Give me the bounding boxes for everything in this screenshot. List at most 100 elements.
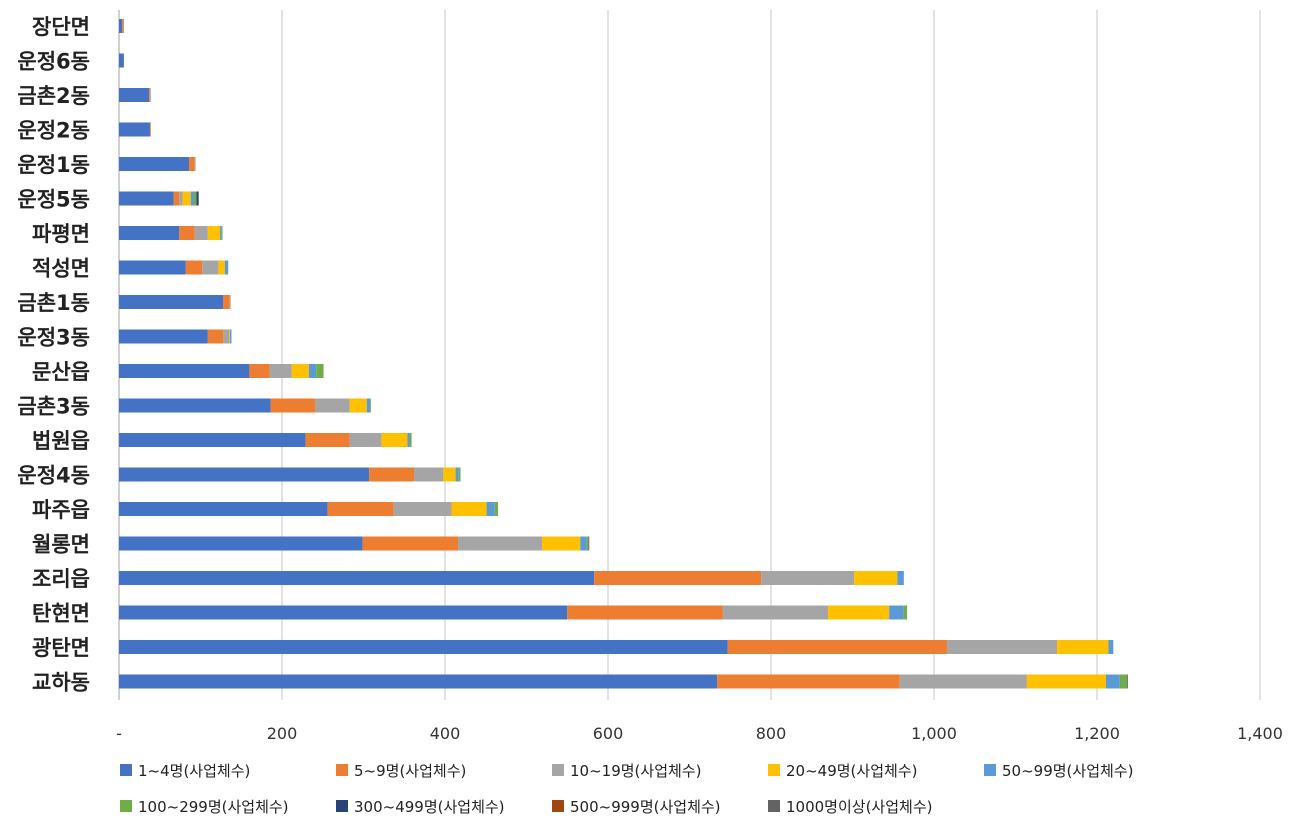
bar-segment	[179, 226, 195, 240]
x-tick-label: 800	[756, 724, 787, 743]
category-label: 적성면	[32, 257, 90, 281]
legend-swatch	[552, 800, 564, 812]
bar-segment	[119, 122, 150, 137]
bar-segment	[119, 398, 271, 413]
bar-segment	[1108, 640, 1114, 654]
bar-segment	[119, 364, 250, 378]
bar-segment	[149, 88, 151, 102]
category-label: 월롱면	[32, 533, 90, 557]
bar-segment	[414, 467, 444, 482]
x-tick-label: 1,000	[911, 724, 957, 743]
bar-segment	[119, 226, 180, 240]
bar-segment	[717, 674, 900, 689]
category-label: 운정5동	[17, 188, 90, 212]
bar-segment	[119, 433, 306, 447]
bar-segment	[185, 260, 203, 275]
legend-swatch	[552, 764, 564, 776]
bar-segment	[541, 536, 581, 551]
x-tick-label: 1,200	[1074, 724, 1120, 743]
bar-segment	[947, 640, 1058, 654]
bar-segment	[224, 260, 229, 275]
bar-segment	[223, 295, 230, 309]
category-label: 문산읍	[32, 360, 90, 384]
bar-segment	[1057, 640, 1109, 654]
bar-segment	[119, 571, 595, 585]
category-label: 파주읍	[32, 498, 90, 522]
bar-segment	[119, 536, 363, 551]
bar-segment	[119, 53, 124, 68]
bar-segment	[362, 536, 459, 551]
bar-segment	[270, 398, 316, 413]
bar-segment	[889, 605, 904, 620]
category-label: 운정2동	[17, 119, 90, 143]
legend-swatch	[120, 800, 132, 812]
category-label: 운정4동	[17, 464, 90, 488]
bar-segment	[458, 536, 542, 551]
bar-segment	[1127, 674, 1128, 689]
bar-segment	[308, 364, 317, 378]
legend-label: 500~999명(사업체수)	[570, 798, 721, 816]
legend-swatch	[984, 764, 996, 776]
bar-segment	[119, 640, 728, 654]
bar-segment	[828, 605, 890, 620]
bar-segment	[903, 605, 908, 620]
x-tick-label: 200	[267, 724, 298, 743]
bar-segment	[407, 433, 410, 447]
bar-segment	[567, 605, 723, 620]
category-label: 운정6동	[17, 50, 90, 74]
bar-segment	[727, 640, 948, 654]
legend-swatch	[336, 764, 348, 776]
bar-segment	[119, 674, 718, 689]
category-label: 교하동	[32, 671, 90, 695]
bar-segment	[291, 364, 309, 378]
category-label: 운정3동	[17, 326, 90, 350]
bar-segment	[119, 19, 123, 33]
bar-segment	[315, 398, 350, 413]
bar-segment	[269, 364, 292, 378]
bar-segment	[119, 502, 328, 516]
bar-segment	[369, 467, 415, 482]
bar-segment	[722, 605, 829, 620]
bar-segment	[207, 226, 221, 240]
bar-segment	[119, 605, 568, 620]
bar-segment	[229, 295, 231, 309]
bar-segment	[207, 329, 224, 344]
bar-segment	[182, 191, 191, 206]
bar-segment	[202, 260, 219, 275]
bar-segment	[149, 122, 151, 137]
legend-swatch	[768, 800, 780, 812]
category-label: 장단면	[32, 15, 90, 39]
category-label: 파평면	[32, 222, 90, 246]
bar-segment	[179, 191, 183, 206]
category-label: 조리읍	[32, 567, 90, 591]
legend-label: 5~9명(사업체수)	[354, 762, 466, 780]
legend-label: 100~299명(사업체수)	[138, 798, 289, 816]
legend-label: 50~99명(사업체수)	[1002, 762, 1133, 780]
bar-segment	[586, 536, 589, 551]
bar-segment	[1119, 674, 1128, 689]
bar-segment	[409, 433, 412, 447]
x-tick-label: 1,400	[1237, 724, 1283, 743]
legend-label: 20~49명(사업체수)	[786, 762, 917, 780]
bar-segment	[761, 571, 855, 585]
bar-segment	[173, 191, 180, 206]
category-label: 운정1동	[17, 153, 90, 177]
bar-segment	[218, 260, 225, 275]
bar-segment	[196, 191, 199, 206]
bar-segment	[119, 260, 186, 275]
bar-segment	[220, 226, 222, 240]
bar-segment	[223, 329, 230, 344]
bar-segment	[194, 157, 196, 171]
bar-segment	[122, 19, 124, 33]
legend-label: 1~4명(사업체수)	[138, 762, 250, 780]
bar-segment	[451, 502, 487, 516]
bar-segment	[119, 88, 150, 102]
bar-segment	[366, 398, 371, 413]
bar-segment	[899, 674, 1027, 689]
bar-segment	[249, 364, 270, 378]
bar-segment	[119, 329, 208, 344]
bar-segment	[486, 502, 495, 516]
bar-segment	[194, 226, 208, 240]
legend-swatch	[120, 764, 132, 776]
